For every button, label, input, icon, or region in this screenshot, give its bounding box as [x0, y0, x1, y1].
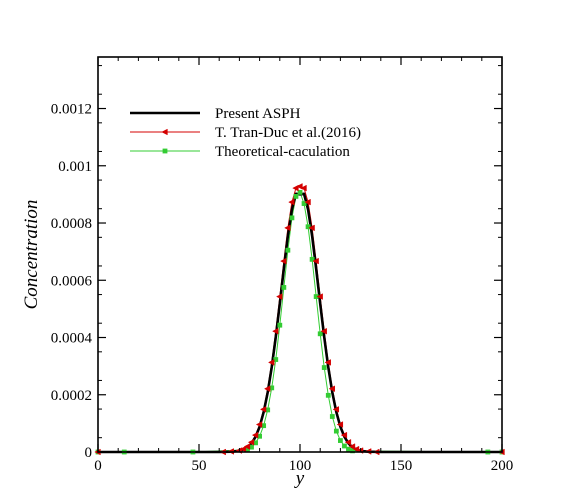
legend-label: T. Tran-Duc et al.(2016)	[215, 125, 361, 141]
series-line	[98, 191, 502, 453]
x-tick-label: 100	[289, 458, 312, 474]
y-tick-label: 0.0008	[51, 216, 92, 232]
data-point-square	[313, 294, 319, 299]
data-point-triangle	[320, 327, 327, 335]
data-point-triangle	[328, 385, 335, 393]
data-point-triangle	[267, 359, 275, 366]
data-point-square	[301, 201, 307, 206]
x-axis-title: y	[294, 468, 305, 489]
data-point-triangle	[344, 438, 352, 446]
x-tick-label: 50	[192, 458, 207, 474]
y-tick-label: 0.0002	[51, 388, 92, 404]
y-axis-title: Concentration	[21, 200, 42, 310]
y-tick-label: 0.0012	[51, 102, 92, 118]
x-tick-label: 0	[94, 458, 102, 474]
data-point-square	[293, 193, 299, 199]
data-point-triangle	[324, 359, 331, 366]
data-point-triangle	[247, 438, 255, 446]
data-point-triangle	[332, 406, 340, 413]
data-point-square	[333, 428, 339, 434]
legend-label: Present ASPH	[215, 106, 301, 122]
data-point-triangle	[304, 198, 311, 206]
series-line	[98, 185, 502, 453]
series-line	[98, 192, 502, 454]
data-point-triangle	[251, 431, 259, 439]
data-point-triangle	[348, 443, 356, 450]
data-point-triangle	[276, 293, 283, 300]
data-point-triangle	[272, 327, 279, 335]
data-point-triangle	[243, 443, 251, 450]
data-point-square	[253, 440, 258, 446]
data-point-square	[269, 385, 275, 391]
data-point-triangle	[259, 406, 267, 413]
axis-ticks	[97, 57, 503, 453]
data-point-square	[346, 446, 351, 452]
data-point-square	[257, 433, 262, 439]
data-point-square	[297, 189, 303, 195]
data-point-triangle	[284, 224, 291, 232]
legend: Present ASPH T. Tran-Duc et al.(2016) Theo…	[130, 106, 361, 160]
legend-label: Theoretical-caculation	[215, 144, 350, 160]
data-point-triangle	[336, 421, 344, 428]
data-point-square	[285, 247, 291, 253]
y-tick-label: 0.001	[58, 159, 92, 175]
plot-markers	[94, 183, 505, 456]
y-tick-label: 0.0004	[51, 331, 93, 347]
data-point-square	[273, 357, 279, 362]
data-point-square	[338, 438, 343, 443]
x-tick-label: 200	[491, 458, 514, 474]
data-point-square	[245, 447, 250, 453]
data-point-square	[162, 148, 168, 154]
plot-lines	[98, 185, 502, 454]
data-point-square	[350, 448, 355, 454]
data-point-square	[281, 285, 287, 290]
data-point-square	[261, 423, 267, 429]
data-point-triangle	[308, 224, 315, 232]
data-point-square	[329, 414, 335, 419]
data-point-triangle	[161, 128, 168, 136]
data-point-triangle	[280, 257, 287, 265]
data-point-triangle	[239, 445, 247, 453]
data-point-square	[277, 322, 283, 328]
axis-tick-labels: 0 50 100 150 200 0 0.0002 0.0004 0.0006 0.0008 0.0…	[51, 102, 514, 474]
data-point-square	[342, 443, 347, 449]
data-point-triangle	[340, 431, 348, 439]
data-point-square	[289, 215, 295, 221]
data-point-square	[305, 224, 311, 230]
data-point-square	[317, 331, 323, 337]
x-tick-label: 150	[390, 458, 413, 474]
data-point-triangle	[255, 421, 263, 428]
data-point-triangle	[300, 184, 307, 192]
data-point-triangle	[263, 385, 271, 393]
data-point-square	[321, 365, 327, 370]
y-tick-label: 0.0006	[51, 273, 93, 289]
data-point-square	[325, 392, 331, 398]
data-point-square	[309, 256, 315, 262]
y-tick-label: 0	[85, 445, 93, 461]
data-point-triangle	[312, 257, 319, 265]
data-point-triangle	[288, 198, 295, 206]
data-point-square	[249, 444, 254, 450]
data-point-square	[265, 407, 271, 413]
data-point-triangle	[316, 293, 323, 300]
